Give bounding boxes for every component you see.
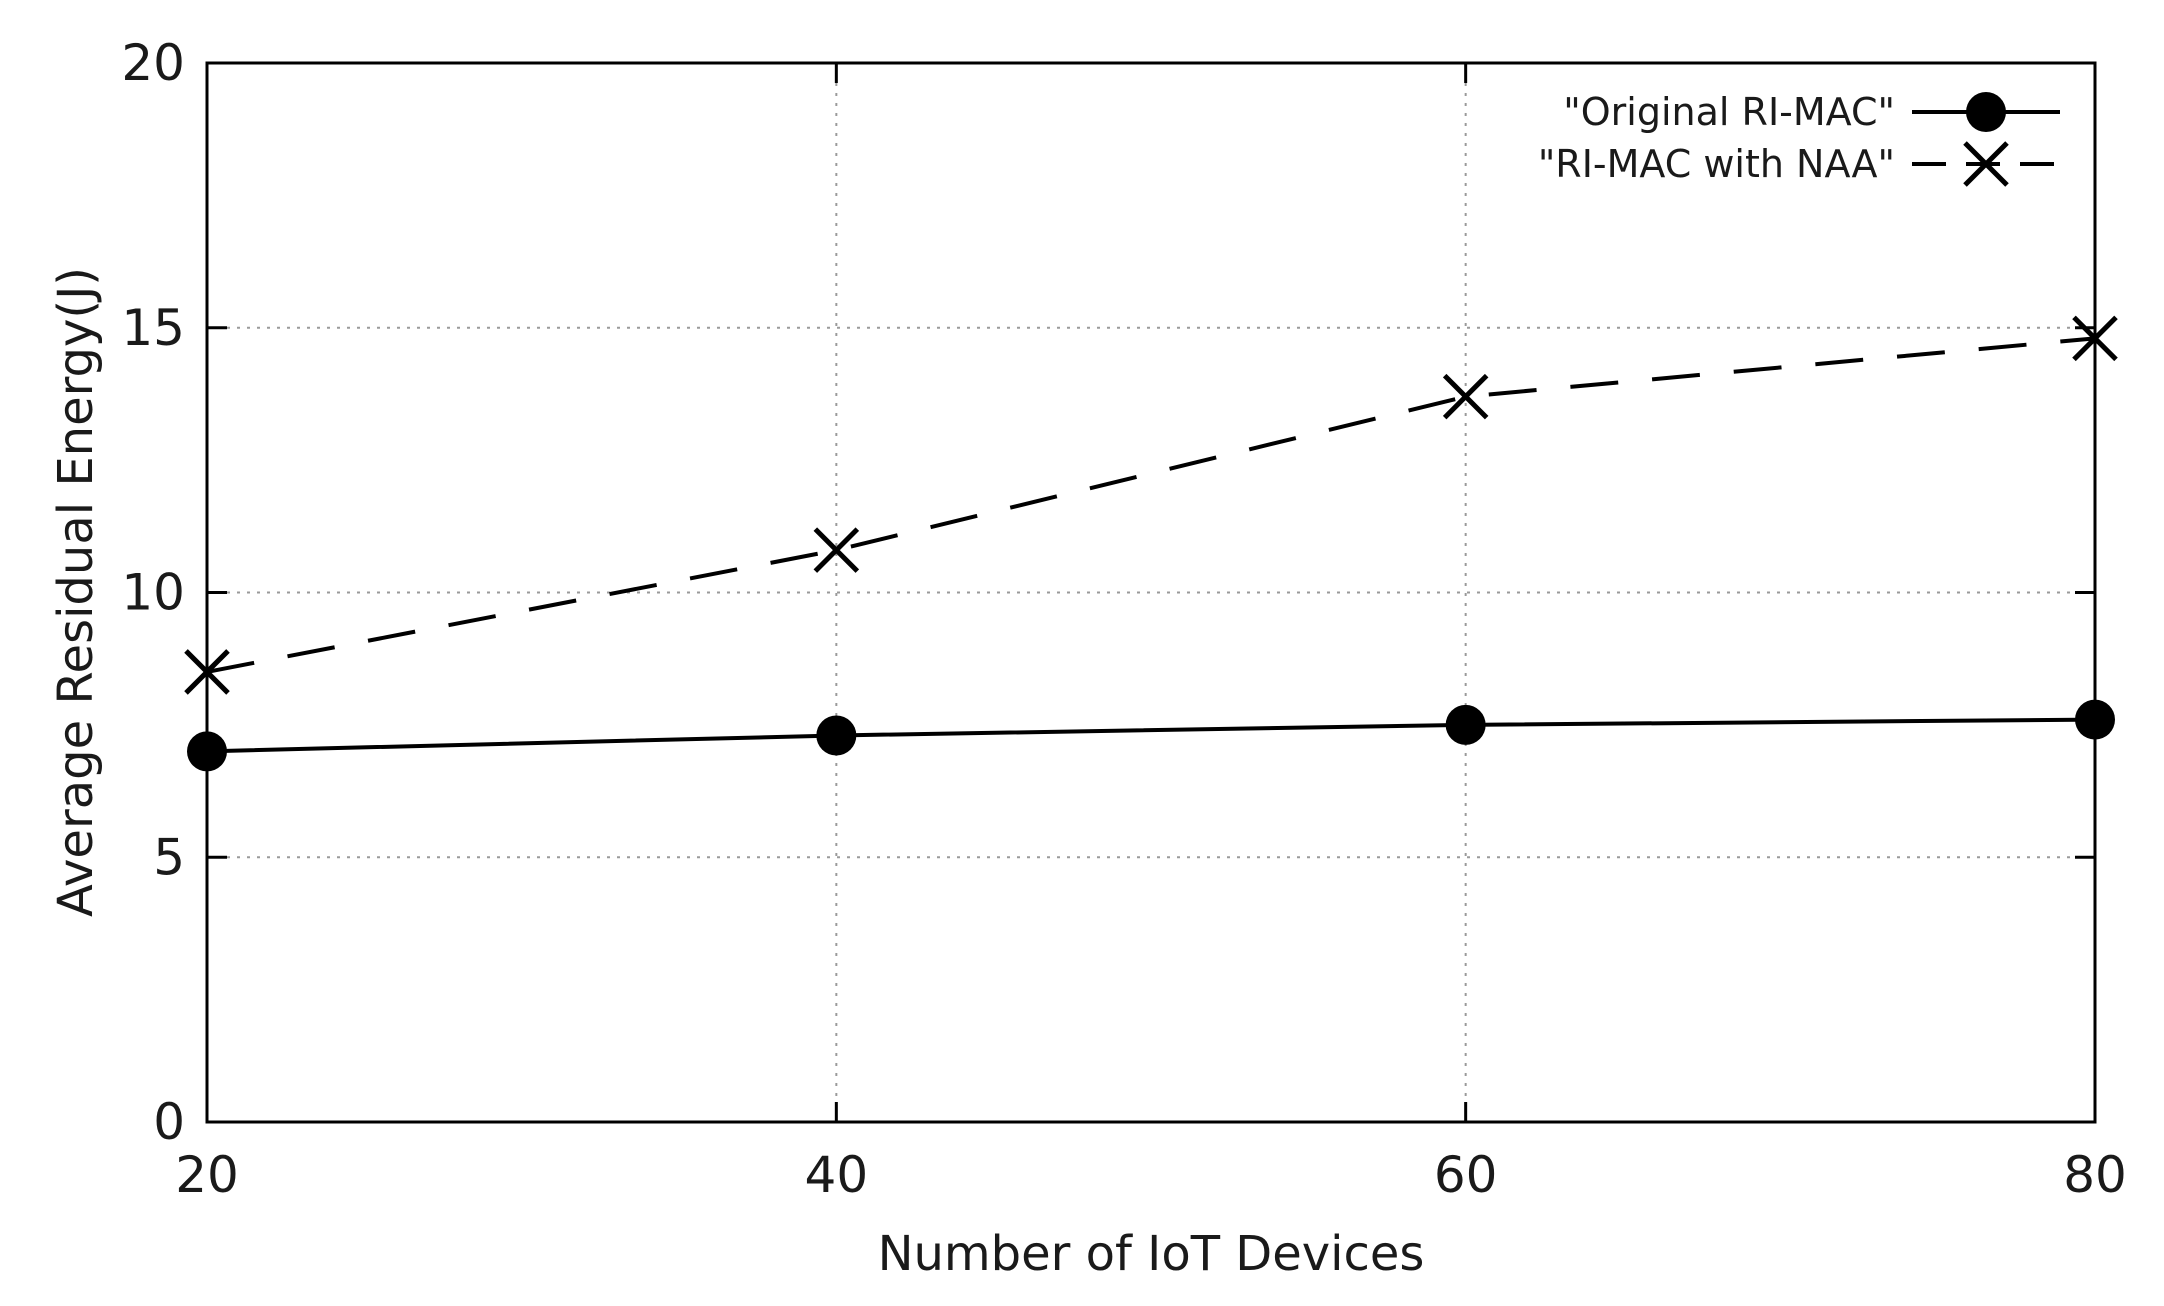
legend-label-rimac-naa: "RI-MAC with NAA" (1538, 142, 1895, 186)
y-axis-label: Average Residual Energy(J) (48, 267, 104, 917)
series-line-rimac-naa (206, 336, 2096, 674)
x-marker-stroke (1963, 141, 2009, 187)
data-point-rimac-naa (1442, 373, 1489, 420)
y-tick-label: 10 (121, 564, 185, 622)
data-point-original-rimac (816, 715, 857, 756)
x-tick-label: 80 (2063, 1146, 2127, 1204)
y-tick-label: 15 (121, 299, 185, 357)
x-marker-stroke (184, 649, 230, 695)
plot-frame (205, 61, 2097, 1124)
x-marker-stroke (813, 527, 860, 573)
x-axis-label: Number of IoT Devices (878, 1226, 1425, 1282)
grid-layer (207, 63, 2095, 1122)
data-point-rimac-naa (184, 649, 230, 695)
data-point-original-rimac (1445, 704, 1486, 745)
series-line-original-rimac (206, 717, 2096, 754)
legend: "Original RI-MAC" "RI-MAC with NAA" (1538, 90, 2060, 187)
x-tick-label: 40 (805, 1146, 869, 1204)
legend-marker-original-rimac (1966, 92, 2006, 132)
y-tick-label: 20 (121, 34, 185, 92)
series-layer (184, 315, 2118, 772)
data-point-rimac-naa (2072, 315, 2118, 362)
data-point-original-rimac (187, 731, 227, 772)
data-point-rimac-naa (813, 527, 860, 573)
x-marker-stroke (1442, 373, 1489, 420)
x-tick-label: 20 (175, 1146, 239, 1204)
legend-marker-rimac-naa (1963, 141, 2009, 187)
y-tick-label: 5 (153, 828, 185, 886)
y-tick-label: 0 (153, 1093, 185, 1151)
x-marker-stroke (2072, 315, 2118, 362)
x-tick-label: 60 (1434, 1146, 1498, 1204)
tick-layer: 0 5 10 15 20 20 40 60 80 (121, 34, 2126, 1204)
data-point-original-rimac (2075, 699, 2115, 740)
legend-label-original-rimac: "Original RI-MAC" (1563, 90, 1895, 134)
